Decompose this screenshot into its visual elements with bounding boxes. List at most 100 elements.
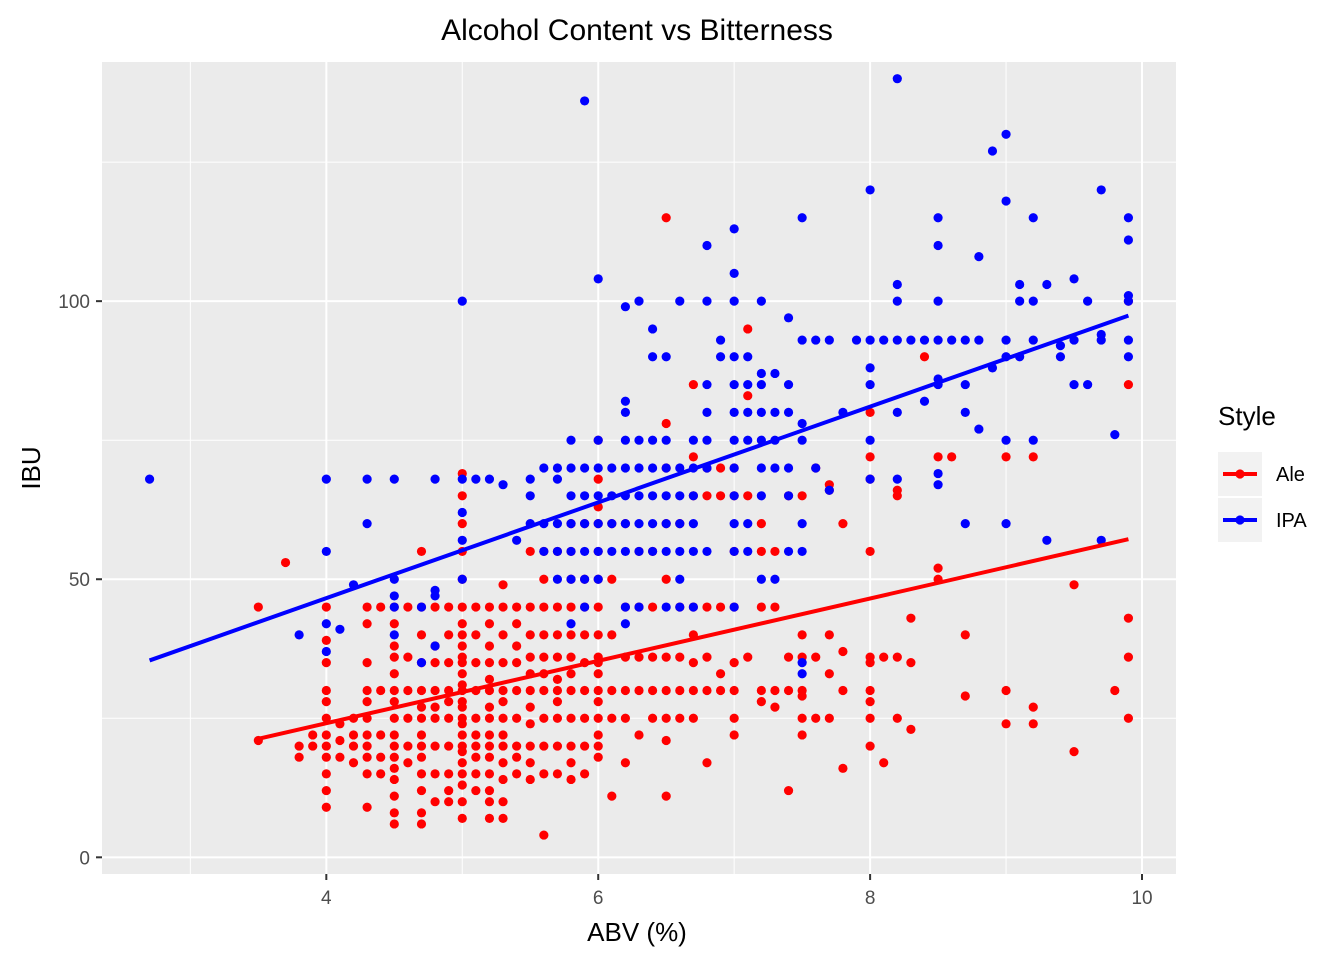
ipa-point xyxy=(879,335,889,345)
ale-point xyxy=(552,652,563,662)
ale-point xyxy=(444,658,454,668)
ale-point xyxy=(566,669,576,679)
ipa-point xyxy=(661,602,671,612)
ale-point xyxy=(525,702,535,712)
ale-point xyxy=(484,813,495,823)
ipa-point xyxy=(1083,379,1093,390)
ipa-point xyxy=(647,519,658,529)
ale-point xyxy=(362,741,372,751)
ipa-point xyxy=(661,546,671,557)
ale-point xyxy=(416,730,427,740)
ale-point xyxy=(593,741,603,751)
ipa-point xyxy=(675,491,685,501)
ipa-point xyxy=(525,474,535,484)
ipa-point xyxy=(362,519,372,529)
ipa-point xyxy=(1069,335,1079,345)
y-axis-title: IBU xyxy=(16,446,46,489)
ale-point xyxy=(525,652,535,662)
ipa-point xyxy=(1001,519,1011,529)
ipa-point xyxy=(647,491,658,501)
ale-point xyxy=(389,752,399,762)
ale-point xyxy=(362,658,372,668)
ipa-point xyxy=(783,379,794,390)
ale-point xyxy=(661,713,671,723)
ipa-point xyxy=(892,335,902,345)
ale-point xyxy=(512,741,522,751)
ale-point xyxy=(593,630,603,640)
ale-point xyxy=(661,791,671,801)
ale-point xyxy=(1123,652,1134,662)
ale-point xyxy=(471,741,481,751)
ale-point xyxy=(865,741,875,751)
ipa-point xyxy=(647,324,658,334)
ale-point xyxy=(512,685,522,696)
legend-item-ipa: IPA xyxy=(1218,498,1307,542)
ale-point xyxy=(919,352,930,362)
ipa-point xyxy=(580,574,590,584)
ale-point xyxy=(430,602,440,612)
ipa-point xyxy=(1001,335,1011,345)
ipa-point xyxy=(756,463,766,473)
ale-point xyxy=(770,602,780,612)
ipa-point xyxy=(634,546,644,557)
ipa-point xyxy=(566,546,576,557)
ale-point xyxy=(797,630,807,640)
ale-point xyxy=(729,713,739,723)
ale-point xyxy=(702,758,712,768)
ale-point xyxy=(321,802,331,812)
ale-point xyxy=(484,741,495,751)
ipa-point xyxy=(933,335,943,345)
ale-point xyxy=(484,674,495,684)
ale-point xyxy=(675,685,685,696)
ale-point xyxy=(838,685,848,696)
ale-point xyxy=(430,797,440,807)
ale-point xyxy=(457,491,467,501)
x-axis: 4 6 8 10 xyxy=(321,874,1153,909)
ipa-point xyxy=(756,491,766,501)
ale-point xyxy=(593,669,603,679)
ale-point xyxy=(797,491,807,501)
ipa-point xyxy=(430,641,440,651)
ale-point xyxy=(512,602,522,612)
ipa-point xyxy=(552,463,563,473)
ale-point xyxy=(879,652,889,662)
ale-point xyxy=(634,730,644,740)
ipa-point xyxy=(580,463,590,473)
ale-point xyxy=(688,452,698,462)
ipa-point xyxy=(512,535,522,545)
ale-point xyxy=(321,635,331,646)
ale-point xyxy=(512,619,522,629)
ipa-point xyxy=(770,407,780,417)
ipa-point xyxy=(1055,352,1066,362)
ale-point xyxy=(416,713,427,723)
ale-point xyxy=(389,819,399,829)
ale-point xyxy=(444,741,454,751)
ipa-point xyxy=(974,424,984,434)
ale-point xyxy=(715,491,726,501)
ipa-point xyxy=(675,574,685,584)
ale-point xyxy=(444,785,454,796)
ale-point xyxy=(484,785,495,796)
ipa-point xyxy=(675,463,685,473)
ale-point xyxy=(552,685,563,696)
ale-point xyxy=(715,463,726,473)
ale-point xyxy=(865,407,875,417)
ipa-point xyxy=(1083,296,1093,306)
ipa-point xyxy=(960,379,970,390)
ale-point xyxy=(906,613,916,623)
ale-point xyxy=(348,730,359,740)
ale-point xyxy=(539,769,549,779)
legend: Style Ale IPA xyxy=(1218,401,1307,542)
ale-point xyxy=(715,685,726,696)
ipa-point xyxy=(1123,352,1134,362)
ipa-point xyxy=(729,407,739,417)
ipa-point xyxy=(1042,535,1052,545)
ipa-point xyxy=(144,474,155,484)
ale-point xyxy=(498,580,508,590)
ipa-point xyxy=(620,619,631,629)
ipa-point xyxy=(906,335,916,345)
ale-point xyxy=(416,769,427,779)
ale-point xyxy=(647,713,658,723)
ipa-point xyxy=(620,519,631,529)
ale-point xyxy=(824,669,834,679)
